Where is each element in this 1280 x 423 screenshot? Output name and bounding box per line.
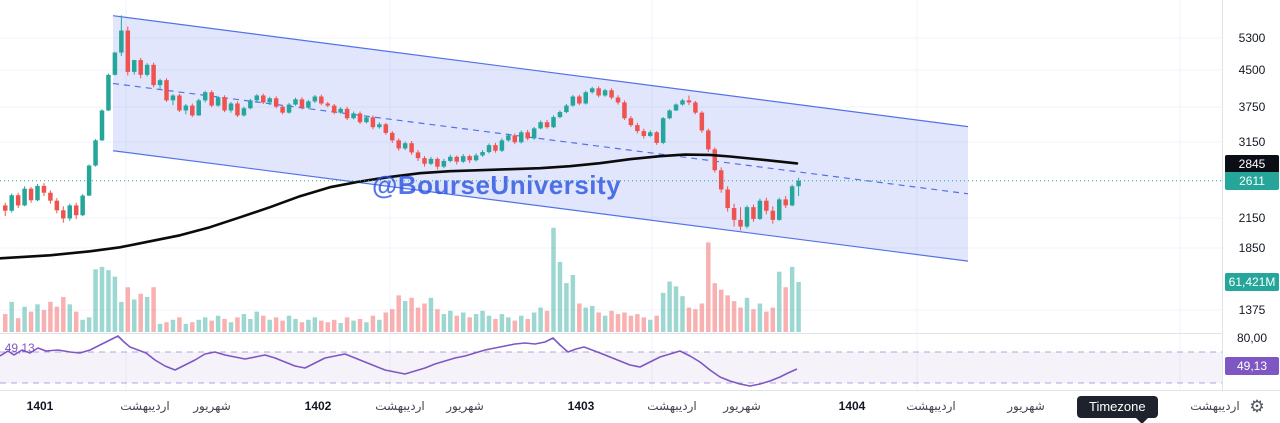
time-axis-label: 1404 <box>838 399 866 413</box>
pane-separator-rsi[interactable] <box>0 333 1222 334</box>
time-axis-label: شهریور <box>723 399 761 413</box>
price-axis[interactable]: 5300 4500 3750 3150 2150 1850 1375 80,00 2845 261… <box>1222 0 1280 390</box>
time-axis-label: شهریور <box>446 399 484 413</box>
time-axis-label: اردیبهشت <box>906 399 956 413</box>
timezone-tooltip-label: Timezone <box>1089 399 1146 414</box>
time-axis-label: شهریور <box>193 399 231 413</box>
time-axis-label: اردیبهشت <box>1190 399 1240 413</box>
chart-svg <box>0 0 1222 390</box>
tooltip-arrow <box>1135 418 1148 423</box>
time-axis-label: اردیبهشت <box>647 399 697 413</box>
chart-settings-button[interactable]: ⚙ <box>1243 394 1271 420</box>
time-axis-label: 1403 <box>567 399 595 413</box>
price-chart-canvas[interactable]: @BourseUniversity 449,13 <box>0 0 1222 390</box>
price-badge: 2611 <box>1225 172 1279 190</box>
price-axis-label: 3150 <box>1238 135 1266 149</box>
volume-layer <box>3 227 801 332</box>
gear-icon: ⚙ <box>1249 397 1265 416</box>
rsi-plot <box>0 335 1222 387</box>
channel-drawing[interactable] <box>112 15 969 262</box>
time-axis-label: 1402 <box>304 399 332 413</box>
price-axis-label: 4500 <box>1238 63 1266 77</box>
timezone-tooltip: Timezone <box>1077 396 1158 423</box>
time-axis-label: اردیبهشت <box>375 399 425 413</box>
price-axis-label: 5300 <box>1238 31 1266 45</box>
price-axis-label: 1850 <box>1238 241 1266 255</box>
price-badge: 2845 <box>1225 155 1279 173</box>
price-axis-label: 80,00 <box>1236 331 1268 345</box>
time-axis-label: 1401 <box>26 399 54 413</box>
gridlines-layer <box>0 0 1222 390</box>
time-axis-label: اردیبهشت <box>120 399 170 413</box>
price-axis-label: 3750 <box>1238 100 1266 114</box>
price-axis-label: 1375 <box>1238 303 1266 317</box>
rsi-legend: 449,13 <box>0 341 35 355</box>
ma-line <box>0 153 799 260</box>
time-axis-label: شهریور <box>1007 399 1045 413</box>
rsi-legend-value: 49,13 <box>4 341 35 355</box>
candles-layer <box>3 15 801 231</box>
price-badge: 49,13 <box>1225 357 1279 375</box>
price-axis-label: 2150 <box>1238 211 1266 225</box>
price-badge: 61,421M <box>1225 273 1279 291</box>
time-axis[interactable]: 1401 اردیبهشت شهریور 1402 اردیبهشت شهریور 1403… <box>0 390 1280 423</box>
